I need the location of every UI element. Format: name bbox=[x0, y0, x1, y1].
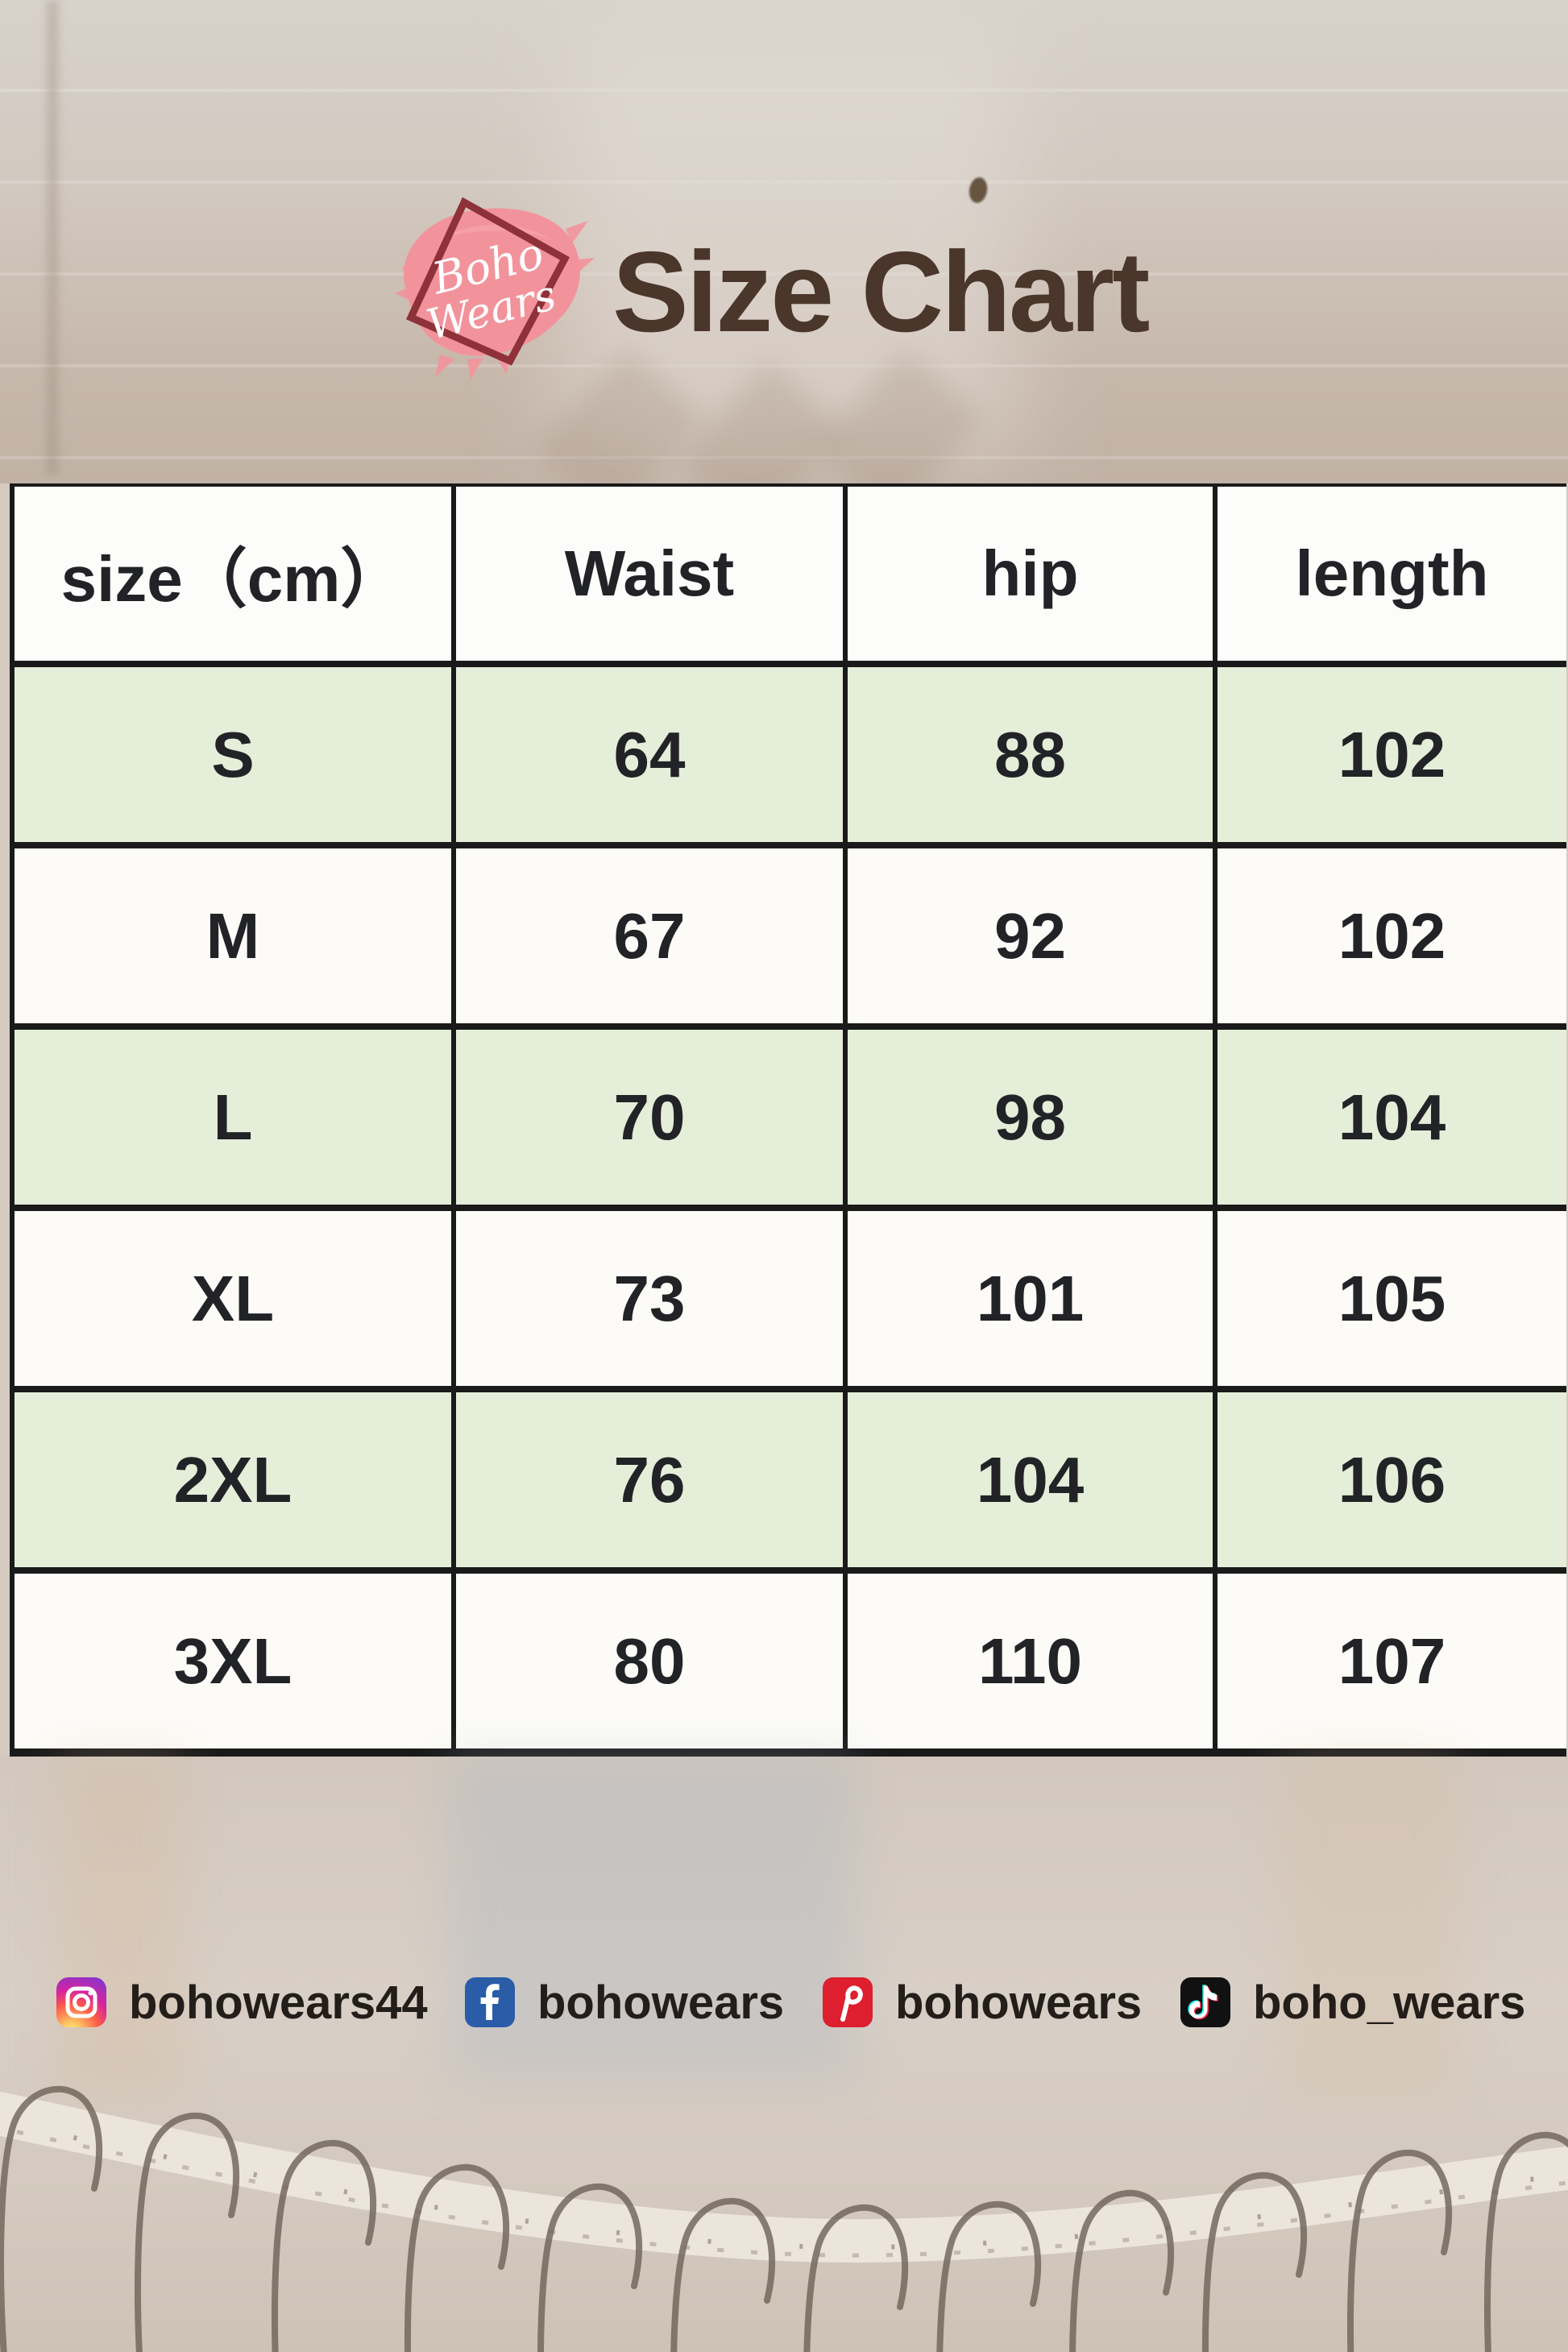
table-row-xl: XL 73 101 105 bbox=[10, 1205, 1566, 1389]
column-header-hip: hip bbox=[843, 485, 1215, 664]
table-row-3xl: 3XL 80 110 107 bbox=[10, 1567, 1566, 1753]
length-cell: 107 bbox=[1213, 1567, 1566, 1753]
hip-cell: 110 bbox=[843, 1567, 1215, 1753]
table-header-row: size（cm） Waist hip length bbox=[10, 485, 1566, 664]
facebook-icon bbox=[465, 1977, 515, 2027]
hip-cell: 104 bbox=[843, 1386, 1215, 1570]
size-cell: M bbox=[10, 842, 454, 1027]
social-item-facebook[interactable]: bohowears bbox=[465, 1976, 785, 2029]
hip-cell: 101 bbox=[843, 1205, 1215, 1389]
social-item-tiktok[interactable]: boho_wears bbox=[1180, 1976, 1526, 2029]
social-handle: bohowears bbox=[895, 1976, 1143, 2029]
size-cell: XL bbox=[10, 1205, 454, 1389]
social-handle: bohowears44 bbox=[129, 1976, 428, 2029]
column-header-length: length bbox=[1213, 485, 1566, 664]
length-cell: 102 bbox=[1213, 842, 1566, 1027]
length-cell: 102 bbox=[1213, 661, 1566, 845]
table-row-s: S 64 88 102 bbox=[10, 661, 1566, 845]
brand-logo: Boho Wears bbox=[395, 197, 595, 380]
pinterest-icon bbox=[823, 1977, 873, 2027]
social-item-pinterest[interactable]: bohowears bbox=[823, 1976, 1143, 2029]
photo-highlight bbox=[564, 24, 1015, 459]
waist-cell: 64 bbox=[451, 661, 845, 845]
waist-cell: 80 bbox=[451, 1567, 845, 1753]
size-cell: 2XL bbox=[10, 1386, 454, 1570]
length-cell: 105 bbox=[1213, 1205, 1566, 1389]
top-photo-band bbox=[0, 0, 1568, 533]
hangers-photo bbox=[0, 2085, 1568, 2352]
waist-cell: 73 bbox=[451, 1205, 845, 1389]
page-title: Size Chart bbox=[612, 228, 1150, 356]
hip-cell: 92 bbox=[843, 842, 1215, 1027]
waist-cell: 70 bbox=[451, 1023, 845, 1208]
column-header-size: size（cm） bbox=[10, 485, 454, 664]
size-cell: L bbox=[10, 1023, 454, 1208]
hip-cell: 98 bbox=[843, 1023, 1215, 1208]
social-handle: bohowears bbox=[537, 1976, 785, 2029]
instagram-icon bbox=[56, 1977, 106, 2027]
photo-wall-line bbox=[47, 0, 58, 475]
size-table: size（cm） Waist hip length S 64 88 102 M … bbox=[10, 483, 1566, 1757]
photo-streak bbox=[1281, 1757, 1458, 2095]
tiktok-icon bbox=[1180, 1977, 1230, 2027]
logo-diamond-frame bbox=[405, 197, 570, 366]
hanger-hooks bbox=[0, 2085, 1568, 2352]
table-row-2xl: 2XL 76 104 106 bbox=[10, 1386, 1566, 1570]
waist-cell: 76 bbox=[451, 1386, 845, 1570]
social-item-instagram[interactable]: bohowears44 bbox=[56, 1976, 428, 2029]
table-row-m: M 67 92 102 bbox=[10, 842, 1566, 1027]
size-cell: S bbox=[10, 661, 454, 845]
size-cell: 3XL bbox=[10, 1567, 454, 1753]
length-cell: 106 bbox=[1213, 1386, 1566, 1570]
hip-cell: 88 bbox=[843, 661, 1215, 845]
social-handle: boho_wears bbox=[1253, 1976, 1526, 2029]
waist-cell: 67 bbox=[451, 842, 845, 1027]
photo-streak bbox=[451, 1757, 854, 2079]
photo-streak bbox=[56, 1757, 185, 2095]
length-cell: 104 bbox=[1213, 1023, 1566, 1208]
table-row-l: L 70 98 104 bbox=[10, 1023, 1566, 1208]
column-header-waist: Waist bbox=[451, 485, 845, 664]
